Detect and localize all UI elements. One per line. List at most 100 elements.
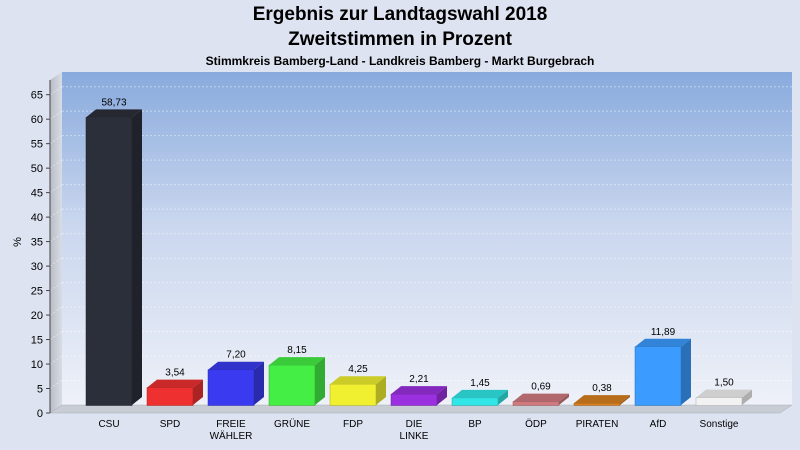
y-tick-label: 60 <box>31 114 43 126</box>
bar-side <box>376 376 386 405</box>
value-label: 8,15 <box>287 345 307 356</box>
value-label: 0,38 <box>592 383 612 394</box>
y-tick-label: 30 <box>31 261 43 273</box>
bar-bp <box>451 389 508 406</box>
bar-grüne <box>268 357 325 406</box>
gridline-side <box>49 331 63 340</box>
bar-top <box>574 395 630 404</box>
y-tick-label: 50 <box>31 163 43 175</box>
bar-front <box>329 383 377 406</box>
category-label: ÖDP <box>525 418 547 430</box>
gridline-side <box>49 282 63 291</box>
y-tick-label: 40 <box>31 212 43 224</box>
bar-top <box>269 357 325 366</box>
plot-side-wall <box>50 72 62 413</box>
bar-side <box>498 389 508 405</box>
gridline-side <box>49 159 63 169</box>
chart-subtitle: Zweitstimmen in Prozent <box>288 29 512 50</box>
category-label: FDP <box>343 419 363 430</box>
gridline-side <box>49 306 63 316</box>
category-label: WÄHLER <box>210 430 253 442</box>
y-tick-label: 35 <box>31 237 43 249</box>
category-label: AfD <box>650 419 667 430</box>
gridline-side <box>49 208 63 218</box>
bar-spd <box>146 379 203 406</box>
chart-title: Ergebnis zur Landtagswahl 2018 <box>252 4 548 25</box>
bar-front <box>573 402 621 406</box>
category-label: DIE <box>406 419 423 430</box>
bar-front <box>85 117 133 406</box>
bar-side <box>681 338 691 405</box>
category-label: FREIE <box>216 419 246 430</box>
value-label: 1,50 <box>714 378 734 389</box>
bar-side <box>315 357 325 405</box>
plot-floor <box>49 404 793 414</box>
category-label: GRÜNE <box>274 418 310 430</box>
category-label: Sonstige <box>700 419 739 430</box>
bar-sonstige <box>695 389 752 406</box>
bar-csu <box>85 109 142 406</box>
bar-side <box>437 386 447 405</box>
bar-front <box>695 397 743 406</box>
bar-side <box>132 109 142 405</box>
bar-side <box>620 395 630 405</box>
bar-front <box>146 387 194 406</box>
value-label: 7,20 <box>226 350 246 361</box>
y-tick-label: 45 <box>31 188 43 200</box>
bar-piraten <box>573 395 630 406</box>
gridline-side <box>49 184 63 194</box>
bar-side <box>742 389 752 405</box>
category-label: PIRATEN <box>576 419 619 430</box>
y-axis-label: % <box>12 237 24 247</box>
value-label: 1,45 <box>470 378 490 389</box>
gridline-side <box>49 380 63 389</box>
chart-subtitle-2: Stimmkreis Bamberg-Land - Landkreis Bamb… <box>205 54 595 68</box>
value-label: 4,25 <box>348 364 368 375</box>
y-tick-label: 55 <box>31 139 43 151</box>
y-tick-label: 65 <box>31 90 43 102</box>
category-label: CSU <box>98 419 119 430</box>
value-label: 2,21 <box>409 374 429 385</box>
gridline-side <box>49 355 63 365</box>
bar-top <box>86 109 142 118</box>
bar-side <box>559 393 569 405</box>
value-label: 0,69 <box>531 382 551 393</box>
gridline-side <box>49 86 63 96</box>
bar-top <box>391 386 447 395</box>
gridline-side <box>49 257 63 267</box>
category-label: SPD <box>160 419 181 430</box>
bar-front <box>512 401 560 406</box>
bar-front <box>451 397 499 406</box>
bar-side <box>193 379 203 405</box>
bar-fdp <box>329 376 386 406</box>
bar-top <box>330 376 386 385</box>
bar-front <box>390 393 438 406</box>
category-label: LINKE <box>400 431 429 442</box>
bar-top <box>513 393 569 402</box>
bar-afd <box>634 338 691 406</box>
bar-side <box>254 361 264 405</box>
value-label: 58,73 <box>101 97 126 108</box>
category-label: BP <box>468 419 482 430</box>
bar-front <box>268 364 316 406</box>
value-label: 3,54 <box>165 368 185 379</box>
bar-top <box>696 389 752 398</box>
y-tick-label: 25 <box>31 286 43 298</box>
bar-top <box>147 379 203 388</box>
gridline-side <box>49 135 63 145</box>
bar-front <box>207 369 255 406</box>
bar-top <box>208 361 264 370</box>
value-label: 11,89 <box>651 327 676 338</box>
bar-top <box>635 338 691 347</box>
bar-top <box>452 389 508 398</box>
bar-front <box>634 346 682 406</box>
bar-ödp <box>512 393 569 406</box>
bar-freie-wähler <box>207 361 264 406</box>
y-tick-label: 5 <box>37 384 43 396</box>
bar-die-linke <box>390 386 447 406</box>
y-tick-label: 15 <box>31 335 43 347</box>
y-tick-label: 20 <box>31 310 43 322</box>
y-tick-label: 0 <box>37 408 43 420</box>
gridline-side <box>49 110 63 120</box>
